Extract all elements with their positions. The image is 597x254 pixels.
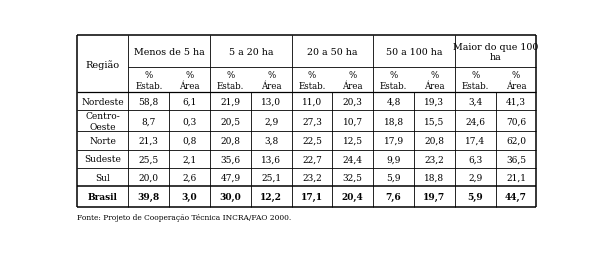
Text: 3,4: 3,4	[468, 97, 482, 106]
Text: Área: Área	[343, 82, 363, 90]
Text: %: %	[226, 71, 235, 80]
Text: 23,2: 23,2	[424, 155, 444, 164]
Text: Sudeste: Sudeste	[84, 155, 121, 164]
Text: 70,6: 70,6	[506, 117, 526, 126]
Text: 17,4: 17,4	[465, 137, 485, 146]
Text: 44,7: 44,7	[505, 193, 527, 201]
Text: 5 a 20 ha: 5 a 20 ha	[229, 48, 273, 57]
Text: Área: Área	[179, 82, 200, 90]
Text: %: %	[349, 71, 357, 80]
Text: 41,3: 41,3	[506, 97, 526, 106]
Text: 7,6: 7,6	[386, 193, 401, 201]
Text: 23,2: 23,2	[302, 173, 322, 182]
Text: 6,1: 6,1	[183, 97, 197, 106]
Text: 19,7: 19,7	[423, 193, 445, 201]
Text: Maior do que 100
ha: Maior do que 100 ha	[453, 43, 538, 62]
Text: 21,1: 21,1	[506, 173, 526, 182]
Text: 21,9: 21,9	[220, 97, 241, 106]
Text: 24,6: 24,6	[465, 117, 485, 126]
Text: 25,5: 25,5	[139, 155, 159, 164]
Text: 20,8: 20,8	[220, 137, 241, 146]
Text: 15,5: 15,5	[424, 117, 445, 126]
Text: Norte: Norte	[89, 137, 116, 146]
Text: 20 a 50 ha: 20 a 50 ha	[307, 48, 358, 57]
Text: 25,1: 25,1	[261, 173, 281, 182]
Text: 6,3: 6,3	[468, 155, 482, 164]
Text: Fonte: Projeto de Cooperação Técnica INCRA/FAO 2000.: Fonte: Projeto de Cooperação Técnica INC…	[77, 213, 291, 221]
Text: 39,8: 39,8	[138, 193, 160, 201]
Text: Estab.: Estab.	[380, 82, 407, 90]
Text: 11,0: 11,0	[302, 97, 322, 106]
Text: %: %	[512, 71, 520, 80]
Text: Estab.: Estab.	[217, 82, 244, 90]
Text: Área: Área	[506, 82, 526, 90]
Text: 20,4: 20,4	[342, 193, 364, 201]
Text: 47,9: 47,9	[220, 173, 241, 182]
Text: 17,1: 17,1	[301, 193, 323, 201]
Text: 12,5: 12,5	[343, 137, 363, 146]
Text: Sul: Sul	[96, 173, 110, 182]
Text: 18,8: 18,8	[383, 117, 404, 126]
Text: 2,6: 2,6	[183, 173, 197, 182]
Text: Estab.: Estab.	[298, 82, 326, 90]
Text: 2,1: 2,1	[183, 155, 197, 164]
Text: 0,3: 0,3	[183, 117, 197, 126]
Text: Menos de 5 ha: Menos de 5 ha	[134, 48, 205, 57]
Text: 13,0: 13,0	[261, 97, 281, 106]
Text: %: %	[471, 71, 479, 80]
Text: 5,9: 5,9	[386, 173, 401, 182]
Text: 8,7: 8,7	[141, 117, 156, 126]
Text: 3,8: 3,8	[264, 137, 278, 146]
Text: 12,2: 12,2	[260, 193, 282, 201]
Text: 50 a 100 ha: 50 a 100 ha	[386, 48, 442, 57]
Text: Área: Área	[261, 82, 281, 90]
Text: 36,5: 36,5	[506, 155, 526, 164]
Text: 0,8: 0,8	[183, 137, 197, 146]
Text: Área: Área	[424, 82, 445, 90]
Text: 20,8: 20,8	[424, 137, 444, 146]
Text: 20,5: 20,5	[220, 117, 241, 126]
Text: 27,3: 27,3	[302, 117, 322, 126]
Text: 2,9: 2,9	[468, 173, 482, 182]
Text: 21,3: 21,3	[139, 137, 159, 146]
Text: 4,8: 4,8	[386, 97, 401, 106]
Text: 19,3: 19,3	[424, 97, 444, 106]
Text: 30,0: 30,0	[220, 193, 241, 201]
Text: %: %	[430, 71, 439, 80]
Text: 58,8: 58,8	[139, 97, 159, 106]
Text: 13,6: 13,6	[261, 155, 281, 164]
Text: 24,4: 24,4	[343, 155, 363, 164]
Text: Brasil: Brasil	[88, 193, 118, 201]
Text: 2,9: 2,9	[264, 117, 278, 126]
Text: %: %	[144, 71, 153, 80]
Text: 5,9: 5,9	[467, 193, 483, 201]
Text: %: %	[186, 71, 193, 80]
Text: Estab.: Estab.	[135, 82, 162, 90]
Text: 18,8: 18,8	[424, 173, 444, 182]
Text: Nordeste: Nordeste	[81, 97, 124, 106]
Text: 10,7: 10,7	[343, 117, 363, 126]
Text: 3,0: 3,0	[181, 193, 198, 201]
Text: Centro-
Oeste: Centro- Oeste	[85, 112, 120, 131]
Text: 22,7: 22,7	[302, 155, 322, 164]
Text: 17,9: 17,9	[383, 137, 404, 146]
Text: 20,3: 20,3	[343, 97, 363, 106]
Text: 35,6: 35,6	[220, 155, 241, 164]
Text: 62,0: 62,0	[506, 137, 526, 146]
Text: Estab.: Estab.	[461, 82, 489, 90]
Text: 32,5: 32,5	[343, 173, 363, 182]
Text: %: %	[308, 71, 316, 80]
Text: 9,9: 9,9	[386, 155, 401, 164]
Text: %: %	[267, 71, 275, 80]
Text: %: %	[389, 71, 398, 80]
Text: Região: Região	[85, 60, 120, 69]
Text: 22,5: 22,5	[302, 137, 322, 146]
Text: 20,0: 20,0	[139, 173, 159, 182]
